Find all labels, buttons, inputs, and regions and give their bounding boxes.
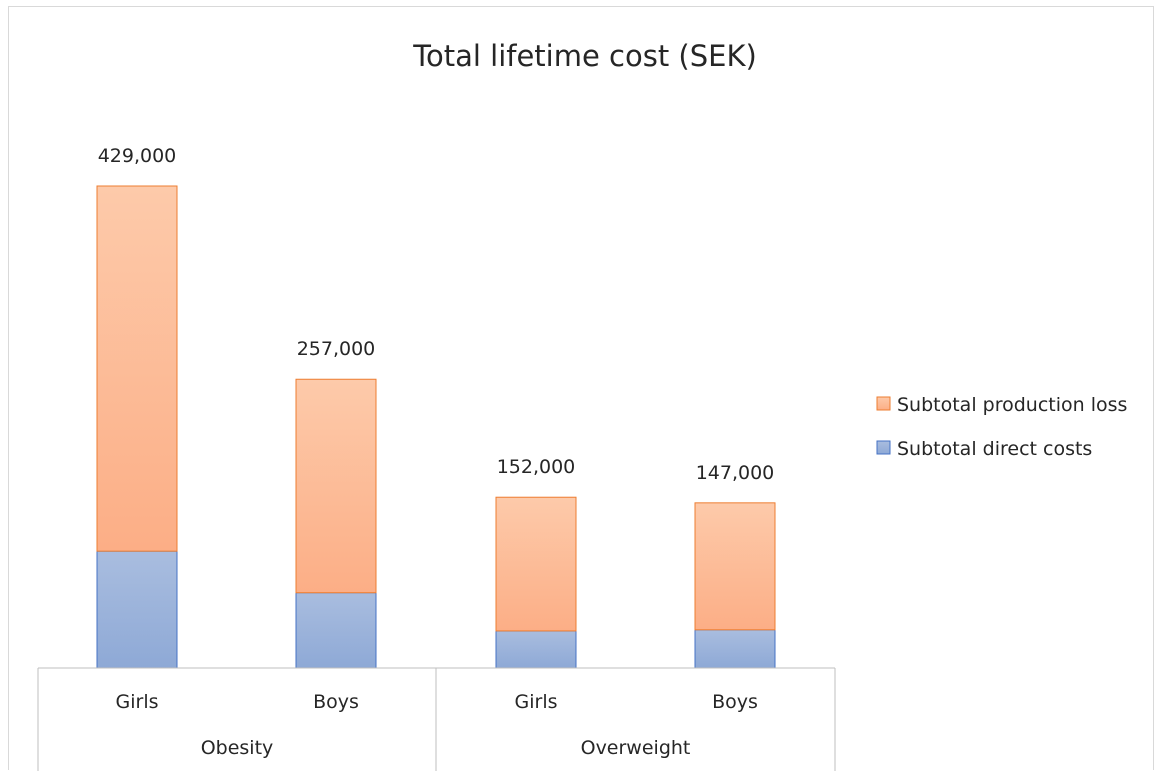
bar-direct-costs-0 xyxy=(96,550,178,669)
bar-production-loss-2 xyxy=(495,496,577,632)
total-label-2: 152,000 xyxy=(497,456,576,478)
total-label-3: 147,000 xyxy=(696,462,775,484)
bar-production-loss-3 xyxy=(694,502,776,631)
legend-label-0: Subtotal production loss xyxy=(897,394,1127,416)
bar-direct-costs-3 xyxy=(694,629,776,669)
legend-swatch-1 xyxy=(876,440,891,455)
group-label-0: Obesity xyxy=(201,737,274,759)
bar-direct-costs-2 xyxy=(495,630,577,669)
bar-direct-costs-1 xyxy=(295,592,377,669)
category-label-3: Boys xyxy=(712,691,758,713)
category-label-2: Girls xyxy=(515,691,558,713)
category-label-1: Boys xyxy=(313,691,359,713)
category-axis: Girls Boys Girls Boys Obesity Overweight xyxy=(37,667,836,771)
legend-swatch-0 xyxy=(876,396,891,411)
category-label-0: Girls xyxy=(116,691,159,713)
chart-border xyxy=(8,6,1154,770)
chart-title: Total lifetime cost (SEK) xyxy=(412,39,757,73)
group-label-1: Overweight xyxy=(581,737,691,759)
total-label-0: 429,000 xyxy=(98,145,177,167)
legend-label-1: Subtotal direct costs xyxy=(897,438,1092,460)
legend: Subtotal production loss Subtotal direct … xyxy=(876,394,1127,460)
total-label-1: 257,000 xyxy=(297,338,376,360)
bars-layer xyxy=(96,185,776,669)
bar-production-loss-1 xyxy=(295,378,377,594)
data-labels-layer: 429,000 257,000 152,000 147,000 xyxy=(98,145,775,484)
bar-production-loss-0 xyxy=(96,185,178,552)
